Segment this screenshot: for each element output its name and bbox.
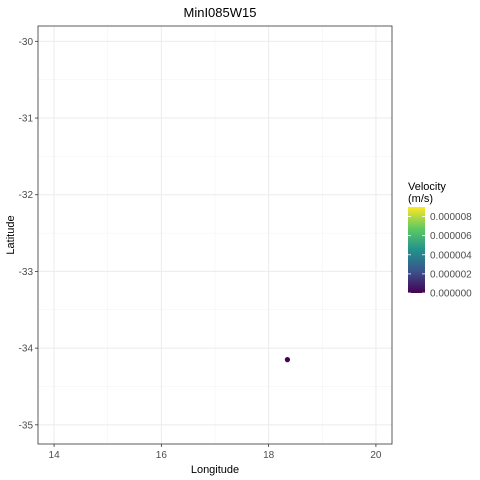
y-tick-label: -35 xyxy=(19,420,34,431)
legend-label: 0.000000 xyxy=(430,289,472,300)
x-axis-title: Longitude xyxy=(191,464,239,476)
y-tick-label: -30 xyxy=(19,37,34,48)
y-axis-title: Latitude xyxy=(5,215,17,254)
y-axis-ticks: -30 -31 -32 -33 -34 -35 xyxy=(19,37,38,431)
y-tick-label: -32 xyxy=(19,190,34,201)
y-tick-label: -34 xyxy=(19,344,34,355)
legend-label: 0.000004 xyxy=(430,250,472,261)
legend: Velocity (m/s) 0.000008 0.000006 0.000004 0… xyxy=(408,181,472,300)
data-point xyxy=(285,357,290,362)
chart-title: MinI085W15 xyxy=(184,5,257,20)
x-tick-label: 14 xyxy=(49,450,61,461)
legend-title-line1: Velocity xyxy=(408,181,446,193)
y-tick-label: -33 xyxy=(19,267,34,278)
x-tick-label: 16 xyxy=(156,450,168,461)
x-tick-label: 20 xyxy=(370,450,382,461)
y-tick-label: -31 xyxy=(19,114,34,125)
legend-title-line2: (m/s) xyxy=(408,193,433,205)
legend-label: 0.000008 xyxy=(430,212,472,223)
legend-label: 0.000002 xyxy=(430,269,472,280)
x-axis-ticks: 14 16 18 20 xyxy=(49,444,382,461)
x-tick-label: 18 xyxy=(263,450,275,461)
legend-colorbar xyxy=(408,207,425,293)
grid xyxy=(38,26,392,444)
legend-label: 0.000006 xyxy=(430,231,472,242)
data-points xyxy=(285,357,290,362)
